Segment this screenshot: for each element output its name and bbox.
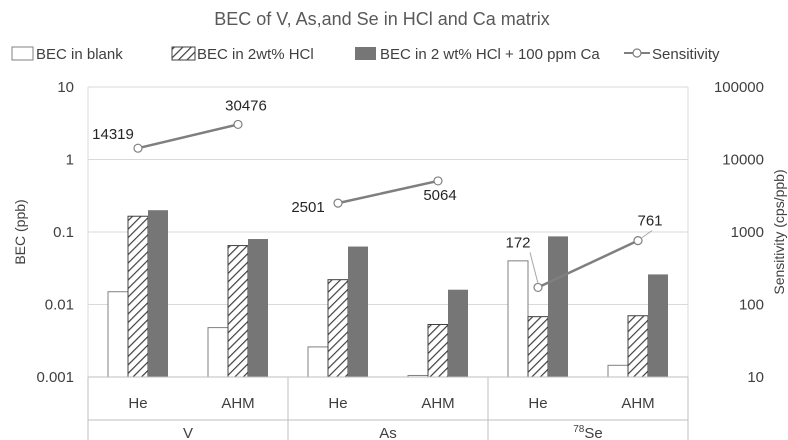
sensitivity-point <box>533 282 543 293</box>
x-tick-label: He <box>128 395 147 412</box>
legend: BEC in blank BEC in 2wt% HCl BEC in 2 wt… <box>11 46 720 63</box>
bar-hollow <box>607 364 629 378</box>
x-tick-label: AHM <box>421 395 454 412</box>
bar-solid <box>448 289 468 377</box>
bar-hollow <box>107 291 129 378</box>
y-axis-title: BEC (ppb) <box>12 199 28 264</box>
data-labels: 14319 30476 2501 5064 172 761 <box>92 97 663 284</box>
legend-label-sensitivity: Sensitivity <box>652 46 720 63</box>
label-leader-line <box>529 252 539 284</box>
chart-title: BEC of V, As,and Se in HCl and Ca matrix <box>214 9 550 29</box>
sensitivity-value-label: 761 <box>637 213 662 230</box>
y2-tick-label: 100000 <box>714 79 764 96</box>
bar-hatched <box>227 245 249 378</box>
x-tick-label: He <box>528 395 547 412</box>
legend-swatch-hcl-ca <box>355 47 376 60</box>
bar-solid <box>148 210 168 377</box>
sensitivity-value-label: 2501 <box>291 199 324 216</box>
y2-tick-label: 10 <box>747 369 764 386</box>
bar-hollow <box>307 346 329 378</box>
sensitivity-value-label: 14319 <box>92 126 134 143</box>
sensitivity-value-label: 30476 <box>225 97 267 114</box>
bar-solid <box>248 239 268 377</box>
legend-swatch-hcl <box>171 46 196 61</box>
group-label: As <box>379 425 397 440</box>
y2-tick-label: 1000 <box>731 224 764 241</box>
y-tick-label: 0.01 <box>45 297 74 314</box>
legend-label-hcl-ca: BEC in 2 wt% HCl + 100 ppm Ca <box>380 46 600 63</box>
sensitivity-segment <box>337 179 439 205</box>
sensitivity-point <box>233 119 243 130</box>
y2-tick-label: 100 <box>739 297 764 314</box>
bar-hatched <box>127 215 149 378</box>
bar-hatched <box>527 316 549 378</box>
sensitivity-point <box>133 143 143 153</box>
y2-tick-label: 10000 <box>722 152 764 169</box>
sensitivity-point <box>633 235 643 246</box>
bar-hollow <box>507 260 529 378</box>
bars <box>107 210 668 378</box>
y2-axis-title: Sensitivity (cps/ppb) <box>771 169 787 294</box>
legend-swatch-blank <box>11 46 34 61</box>
sensitivity-point <box>333 198 343 208</box>
sensitivity-segment <box>537 239 639 289</box>
bar-hatched <box>427 323 449 378</box>
bar-hatched <box>627 315 649 378</box>
sensitivity-line <box>133 119 643 293</box>
x-tick-label: AHM <box>621 395 654 412</box>
y-tick-label: 10 <box>57 79 74 96</box>
gridlines <box>88 86 688 305</box>
bar-hollow <box>207 327 229 378</box>
group-label: 78Se <box>573 424 602 440</box>
sensitivity-value-label: 5064 <box>423 187 456 204</box>
x-tick-label: He <box>328 395 347 412</box>
bar-solid <box>648 274 668 377</box>
y-tick-label: 0.1 <box>53 224 74 241</box>
y-tick-label: 1 <box>66 152 74 169</box>
group-label: V <box>183 425 193 440</box>
sensitivity-point <box>433 176 443 186</box>
sensitivity-segment <box>137 123 239 150</box>
legend-swatch-sensitivity-marker <box>632 48 642 58</box>
x-tick-label: AHM <box>221 395 254 412</box>
legend-label-hcl: BEC in 2wt% HCl <box>197 46 314 63</box>
label-leader-line <box>641 230 653 239</box>
y-tick-label: 0.001 <box>36 369 74 386</box>
sensitivity-value-label: 172 <box>505 234 530 251</box>
bar-hatched <box>327 279 349 378</box>
axes: 0.001 0.01 0.1 1 10 10 100 1000 10000 100000 He AHM… <box>36 79 764 440</box>
legend-label-blank: BEC in blank <box>36 46 123 63</box>
bar-solid <box>348 246 368 377</box>
bar-solid <box>548 236 568 377</box>
